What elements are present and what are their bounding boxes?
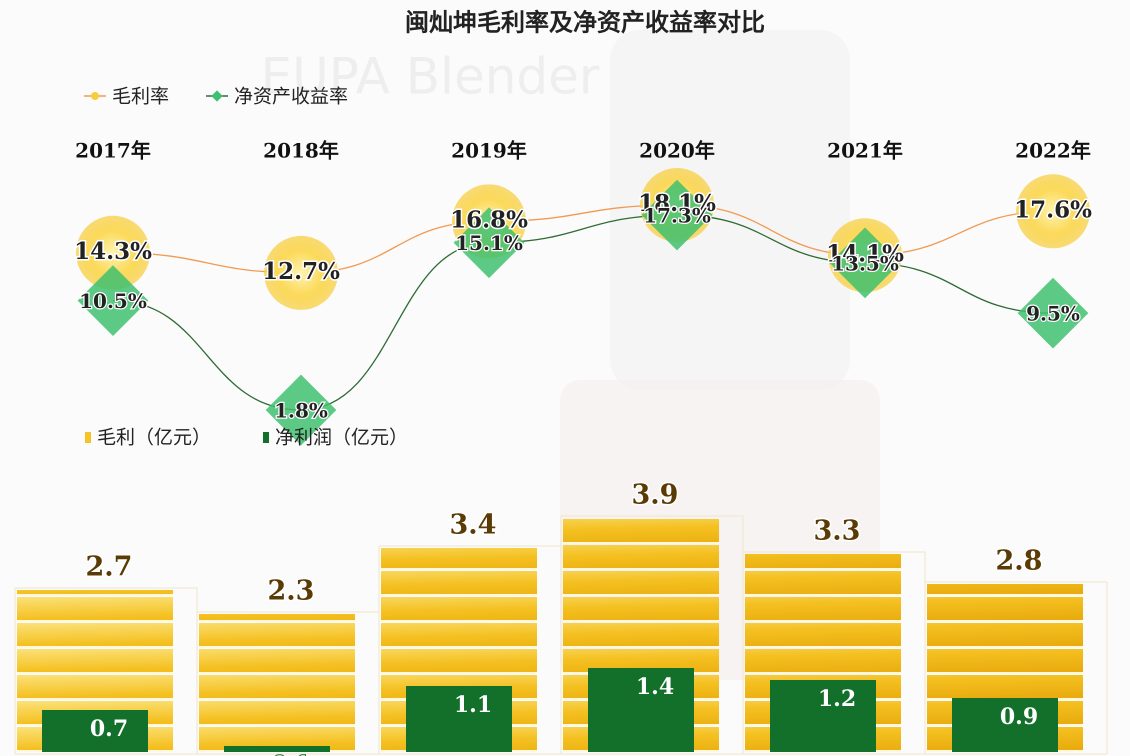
data-label: 13.5% bbox=[831, 251, 899, 275]
legend-label: 毛利率 bbox=[112, 86, 169, 108]
data-label: 1.2 bbox=[818, 686, 856, 712]
bubble-marker bbox=[76, 215, 150, 290]
background-image bbox=[610, 30, 850, 390]
bar-frame bbox=[924, 581, 1108, 755]
diamond-marker bbox=[453, 207, 525, 279]
x-tick-label: 2021年 bbox=[827, 139, 903, 163]
data-label: 1.4 bbox=[636, 674, 674, 700]
data-label: 17.3% bbox=[643, 204, 711, 228]
bar bbox=[406, 686, 512, 752]
data-label: 18.1% bbox=[638, 190, 716, 217]
data-label: 15.1% bbox=[455, 231, 523, 255]
data-label: 14.3% bbox=[74, 238, 152, 265]
diamond-marker bbox=[641, 179, 713, 251]
data-label: 0.7 bbox=[90, 716, 128, 742]
data-label: 0.9 bbox=[1000, 704, 1038, 730]
diamond-marker bbox=[265, 374, 337, 446]
data-label: 17.6% bbox=[1014, 196, 1092, 223]
data-label: 2.7 bbox=[86, 552, 133, 583]
data-label: 2.3 bbox=[268, 576, 315, 607]
data-label: 0.1 bbox=[272, 752, 310, 756]
bubble-marker bbox=[1016, 174, 1090, 249]
bar bbox=[952, 698, 1058, 752]
data-label: 1.8% bbox=[274, 399, 328, 423]
data-label: 9.5% bbox=[1026, 302, 1080, 326]
bar bbox=[199, 614, 355, 752]
legend-marker bbox=[91, 92, 99, 100]
data-label: 10.5% bbox=[79, 289, 147, 313]
data-label: 16.8% bbox=[450, 206, 528, 233]
data-label: 14.1% bbox=[826, 240, 904, 267]
legend-marker bbox=[263, 432, 269, 443]
x-tick-label: 2022年 bbox=[1015, 139, 1091, 163]
legend-label: 净利润（亿元） bbox=[275, 427, 408, 449]
bubble-marker bbox=[264, 235, 338, 310]
x-tick-label: 2018年 bbox=[263, 139, 339, 163]
bar bbox=[224, 746, 330, 752]
bar bbox=[588, 668, 694, 752]
watermark: EUPA Blender bbox=[261, 48, 600, 106]
legend-label: 净资产收益率 bbox=[234, 86, 348, 108]
legend-marker bbox=[85, 432, 91, 443]
bar bbox=[42, 710, 148, 752]
x-tick-label: 2017年 bbox=[75, 139, 151, 163]
plot: 毛利率 净资产收益率 2017年 2018年 2019年 2020年 2021年 2022年 1… bbox=[14, 86, 1108, 756]
data-label: 2.8 bbox=[996, 546, 1043, 577]
chart-title: 闽灿坤毛利率及净资产收益率对比 bbox=[405, 8, 765, 37]
x-tick-label: 2019年 bbox=[451, 139, 527, 163]
data-label: 3.4 bbox=[450, 510, 497, 541]
diamond-marker bbox=[1017, 277, 1089, 349]
data-label: 3.9 bbox=[632, 480, 679, 511]
bar bbox=[770, 680, 876, 752]
data-label: 12.7% bbox=[262, 258, 340, 285]
data-label: 1.1 bbox=[454, 692, 492, 718]
data-label: 3.3 bbox=[814, 516, 861, 547]
legend-label: 毛利（亿元） bbox=[97, 427, 211, 449]
x-tick-label: 2020年 bbox=[639, 139, 715, 163]
